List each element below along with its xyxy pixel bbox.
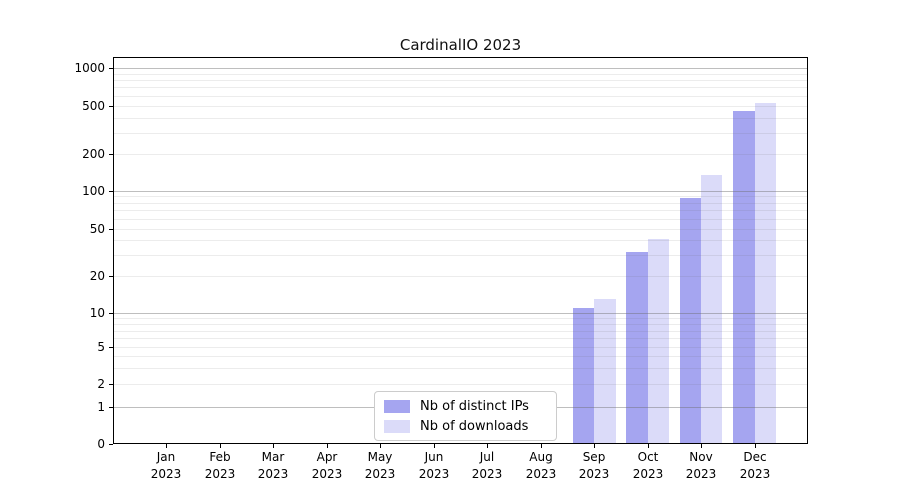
x-tick-mark bbox=[327, 444, 328, 448]
y-tick-mark bbox=[109, 68, 113, 69]
major-gridline bbox=[114, 191, 807, 192]
minor-gridline bbox=[114, 118, 807, 119]
minor-gridline bbox=[114, 106, 807, 107]
major-gridline bbox=[114, 313, 807, 314]
minor-gridline bbox=[114, 219, 807, 220]
minor-gridline bbox=[114, 318, 807, 319]
legend: Nb of distinct IPs Nb of downloads bbox=[374, 391, 557, 441]
x-tick-label: Jan 2023 bbox=[150, 450, 182, 481]
bar-downloads bbox=[754, 102, 776, 444]
x-tick-mark bbox=[755, 444, 756, 448]
y-tick-mark bbox=[109, 384, 113, 385]
minor-gridline bbox=[114, 133, 807, 134]
y-tick-mark bbox=[109, 154, 113, 155]
x-tick-label: Dec 2023 bbox=[739, 450, 771, 481]
minor-gridline bbox=[114, 210, 807, 211]
legend-item-distinct-ips: Nb of distinct IPs bbox=[384, 399, 547, 414]
y-tick-label: 10 bbox=[89, 306, 105, 320]
y-tick-label: 1 bbox=[97, 400, 105, 414]
y-tick-label: 1000 bbox=[74, 61, 105, 75]
y-tick-label: 0 bbox=[97, 437, 105, 451]
x-tick-mark bbox=[648, 444, 649, 448]
y-tick-mark bbox=[109, 229, 113, 230]
x-tick-label: Mar 2023 bbox=[257, 450, 289, 481]
y-tick-label: 5 bbox=[97, 340, 105, 354]
x-tick-mark bbox=[220, 444, 221, 448]
minor-gridline bbox=[114, 229, 807, 230]
x-tick-label: Jun 2023 bbox=[418, 450, 450, 481]
x-tick-label: Feb 2023 bbox=[204, 450, 236, 481]
bar-distinct-ips bbox=[626, 251, 648, 444]
minor-gridline bbox=[114, 331, 807, 332]
y-tick-label: 50 bbox=[89, 222, 105, 236]
x-tick-label: May 2023 bbox=[364, 450, 396, 481]
minor-gridline bbox=[114, 87, 807, 88]
minor-gridline bbox=[114, 96, 807, 97]
bar-distinct-ips bbox=[733, 111, 755, 444]
x-tick-label: Nov 2023 bbox=[685, 450, 717, 481]
y-tick-mark bbox=[109, 191, 113, 192]
y-tick-mark bbox=[109, 347, 113, 348]
y-tick-mark bbox=[109, 106, 113, 107]
x-tick-mark bbox=[487, 444, 488, 448]
minor-gridline bbox=[114, 203, 807, 204]
minor-gridline bbox=[114, 255, 807, 256]
minor-gridline bbox=[114, 356, 807, 357]
minor-gridline bbox=[114, 324, 807, 325]
minor-gridline bbox=[114, 240, 807, 241]
chart-title: CardinalIO 2023 bbox=[399, 36, 522, 54]
y-tick-label: 500 bbox=[82, 99, 105, 113]
minor-gridline bbox=[114, 347, 807, 348]
bar-downloads bbox=[647, 238, 669, 444]
major-gridline bbox=[114, 68, 807, 69]
minor-gridline bbox=[114, 276, 807, 277]
minor-gridline bbox=[114, 338, 807, 339]
minor-gridline bbox=[114, 196, 807, 197]
legend-label: Nb of downloads bbox=[420, 418, 529, 434]
minor-gridline bbox=[114, 368, 807, 369]
minor-gridline bbox=[114, 154, 807, 155]
legend-swatch-distinct-ips bbox=[384, 399, 410, 413]
x-tick-mark bbox=[541, 444, 542, 448]
x-tick-mark bbox=[166, 444, 167, 448]
bar-downloads bbox=[594, 299, 616, 444]
legend-swatch-downloads bbox=[384, 419, 410, 433]
x-tick-mark bbox=[273, 444, 274, 448]
x-tick-mark bbox=[380, 444, 381, 448]
x-tick-label: Sep 2023 bbox=[578, 450, 610, 481]
bar-downloads bbox=[701, 174, 723, 444]
y-tick-mark bbox=[109, 407, 113, 408]
legend-label: Nb of distinct IPs bbox=[420, 398, 529, 414]
y-tick-label: 200 bbox=[82, 147, 105, 161]
minor-gridline bbox=[114, 80, 807, 81]
x-tick-mark bbox=[701, 444, 702, 448]
y-tick-label: 100 bbox=[82, 184, 105, 198]
y-tick-mark bbox=[109, 444, 113, 445]
x-tick-label: Oct 2023 bbox=[632, 450, 664, 481]
y-tick-mark bbox=[109, 276, 113, 277]
x-tick-mark bbox=[434, 444, 435, 448]
x-tick-mark bbox=[594, 444, 595, 448]
minor-gridline bbox=[114, 384, 807, 385]
y-tick-label: 20 bbox=[89, 269, 105, 283]
bar-distinct-ips bbox=[572, 307, 595, 444]
y-tick-label: 2 bbox=[97, 377, 105, 391]
x-tick-label: Apr 2023 bbox=[311, 450, 343, 481]
y-tick-mark bbox=[109, 313, 113, 314]
x-tick-label: Jul 2023 bbox=[471, 450, 503, 481]
legend-item-downloads: Nb of downloads bbox=[384, 419, 547, 434]
x-tick-label: Aug 2023 bbox=[525, 450, 557, 481]
bar-distinct-ips bbox=[679, 197, 702, 444]
minor-gridline bbox=[114, 74, 807, 75]
